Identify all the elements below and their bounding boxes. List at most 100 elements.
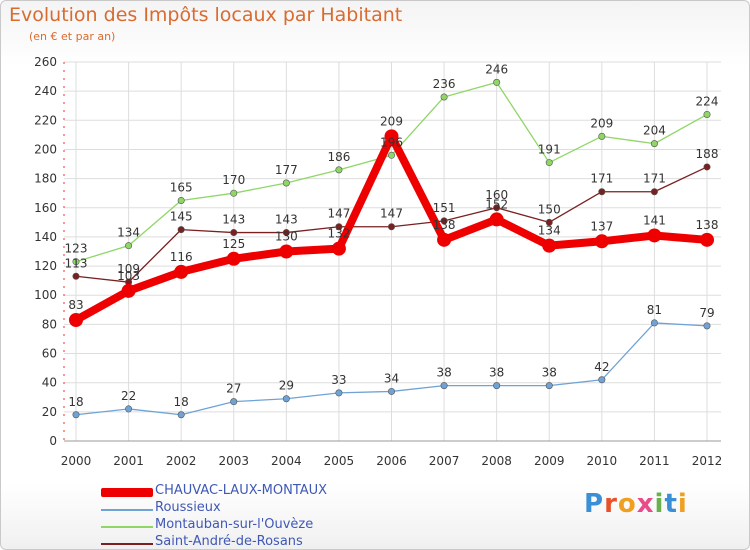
data-point-saint-andre [282,229,290,237]
y-tick-label: 120 [34,259,57,273]
data-point-montauban [703,110,711,118]
data-label-roussieux: 38 [542,366,557,380]
data-label-montauban: 170 [222,173,245,187]
data-label-montauban: 123 [65,242,88,256]
data-label-chauvac: 132 [327,227,350,241]
data-point-montauban [387,151,395,159]
data-point-saint-andre [335,223,343,231]
data-label-saint-andre: 160 [485,188,508,202]
data-point-roussieux [650,319,658,327]
x-tick-label: 2002 [166,454,197,468]
data-point-saint-andre [230,229,238,237]
data-point-montauban [282,179,290,187]
data-label-chauvac: 152 [485,197,508,211]
data-label-chauvac: 130 [275,230,298,244]
data-point-roussieux [335,389,343,397]
data-label-saint-andre: 143 [275,213,298,227]
data-label-montauban: 191 [538,143,561,157]
data-point-chauvac [226,251,241,266]
y-tick-label: 20 [42,405,57,419]
data-label-chauvac: 141 [643,213,666,227]
data-point-chauvac [489,212,504,227]
data-point-montauban [125,242,133,250]
legend-label: Saint-André-de-Rosans [155,534,303,549]
data-label-saint-andre: 171 [590,172,613,186]
y-tick-label: 260 [34,55,57,69]
data-label-roussieux: 81 [647,303,662,317]
data-point-roussieux [703,322,711,330]
data-point-montauban [440,93,448,101]
data-point-roussieux [125,405,133,413]
data-label-saint-andre: 143 [222,213,245,227]
data-label-chauvac: 137 [590,219,613,233]
data-point-montauban [335,166,343,174]
legend-swatch [101,488,153,497]
data-label-chauvac: 134 [538,224,561,238]
data-point-roussieux [177,411,185,419]
data-point-chauvac [69,313,83,328]
data-label-saint-andre: 109 [117,262,140,276]
data-label-saint-andre: 188 [696,147,719,161]
data-point-chauvac [437,232,452,247]
data-label-montauban: 224 [696,94,719,108]
data-label-saint-andre: 147 [327,207,350,221]
x-tick-label: 2012 [692,454,723,468]
data-label-saint-andre: 145 [170,210,193,224]
legend-label: Roussieux [155,500,221,515]
data-label-saint-andre: 171 [643,172,666,186]
data-point-saint-andre [650,188,658,196]
legend-item-roussieux: Roussieux [101,500,401,517]
x-tick-label: 2006 [376,454,407,468]
data-label-montauban: 236 [433,77,456,91]
data-point-roussieux [72,411,80,419]
x-tick-label: 2009 [534,454,565,468]
x-tick-label: 2007 [429,454,460,468]
data-point-chauvac [121,283,136,298]
y-tick-label: 160 [34,201,57,215]
data-label-roussieux: 33 [331,373,346,387]
data-point-roussieux [545,382,553,390]
y-tick-label: 180 [34,172,57,186]
y-tick-label: 60 [42,347,57,361]
data-point-montauban [493,78,501,86]
legend-swatch [101,509,153,511]
data-label-roussieux: 79 [699,306,714,320]
legend-item-saint-andre: Saint-André-de-Rosans [101,534,401,549]
data-label-chauvac: 138 [433,218,456,232]
data-label-roussieux: 18 [174,395,189,409]
x-tick-label: 2011 [639,454,670,468]
x-tick-label: 2000 [61,454,92,468]
data-label-montauban: 204 [643,124,666,138]
data-label-chauvac: 125 [222,237,245,251]
legend-label: Montauban-sur-l'Ouvèze [155,517,314,532]
data-point-chauvac [594,234,609,249]
data-point-chauvac [279,244,294,259]
data-point-roussieux [230,398,238,406]
data-point-chauvac [331,241,346,256]
data-label-saint-andre: 147 [380,207,403,221]
data-label-roussieux: 34 [384,371,399,385]
chart-title: Evolution des Impôts locaux par Habitant [9,4,403,26]
data-point-roussieux [387,387,395,395]
data-point-chauvac [174,264,189,279]
proxiti-logo: Proxiti [584,489,688,519]
data-label-saint-andre: 151 [433,201,456,215]
x-tick-label: 2005 [324,454,355,468]
data-label-montauban: 134 [117,226,140,240]
data-label-saint-andre: 113 [65,256,88,270]
data-label-roussieux: 42 [594,360,609,374]
chart-subtitle: (en € et par an) [29,30,116,43]
data-point-roussieux [598,376,606,384]
data-label-chauvac: 116 [170,250,193,264]
data-label-roussieux: 27 [226,382,241,396]
data-label-chauvac: 138 [696,218,719,232]
data-label-montauban: 165 [170,180,193,194]
data-point-montauban [177,196,185,204]
x-tick-label: 2010 [587,454,618,468]
data-point-chauvac [700,232,714,247]
data-point-montauban [650,140,658,148]
legend-swatch [101,526,153,528]
data-label-chauvac: 209 [380,114,403,128]
